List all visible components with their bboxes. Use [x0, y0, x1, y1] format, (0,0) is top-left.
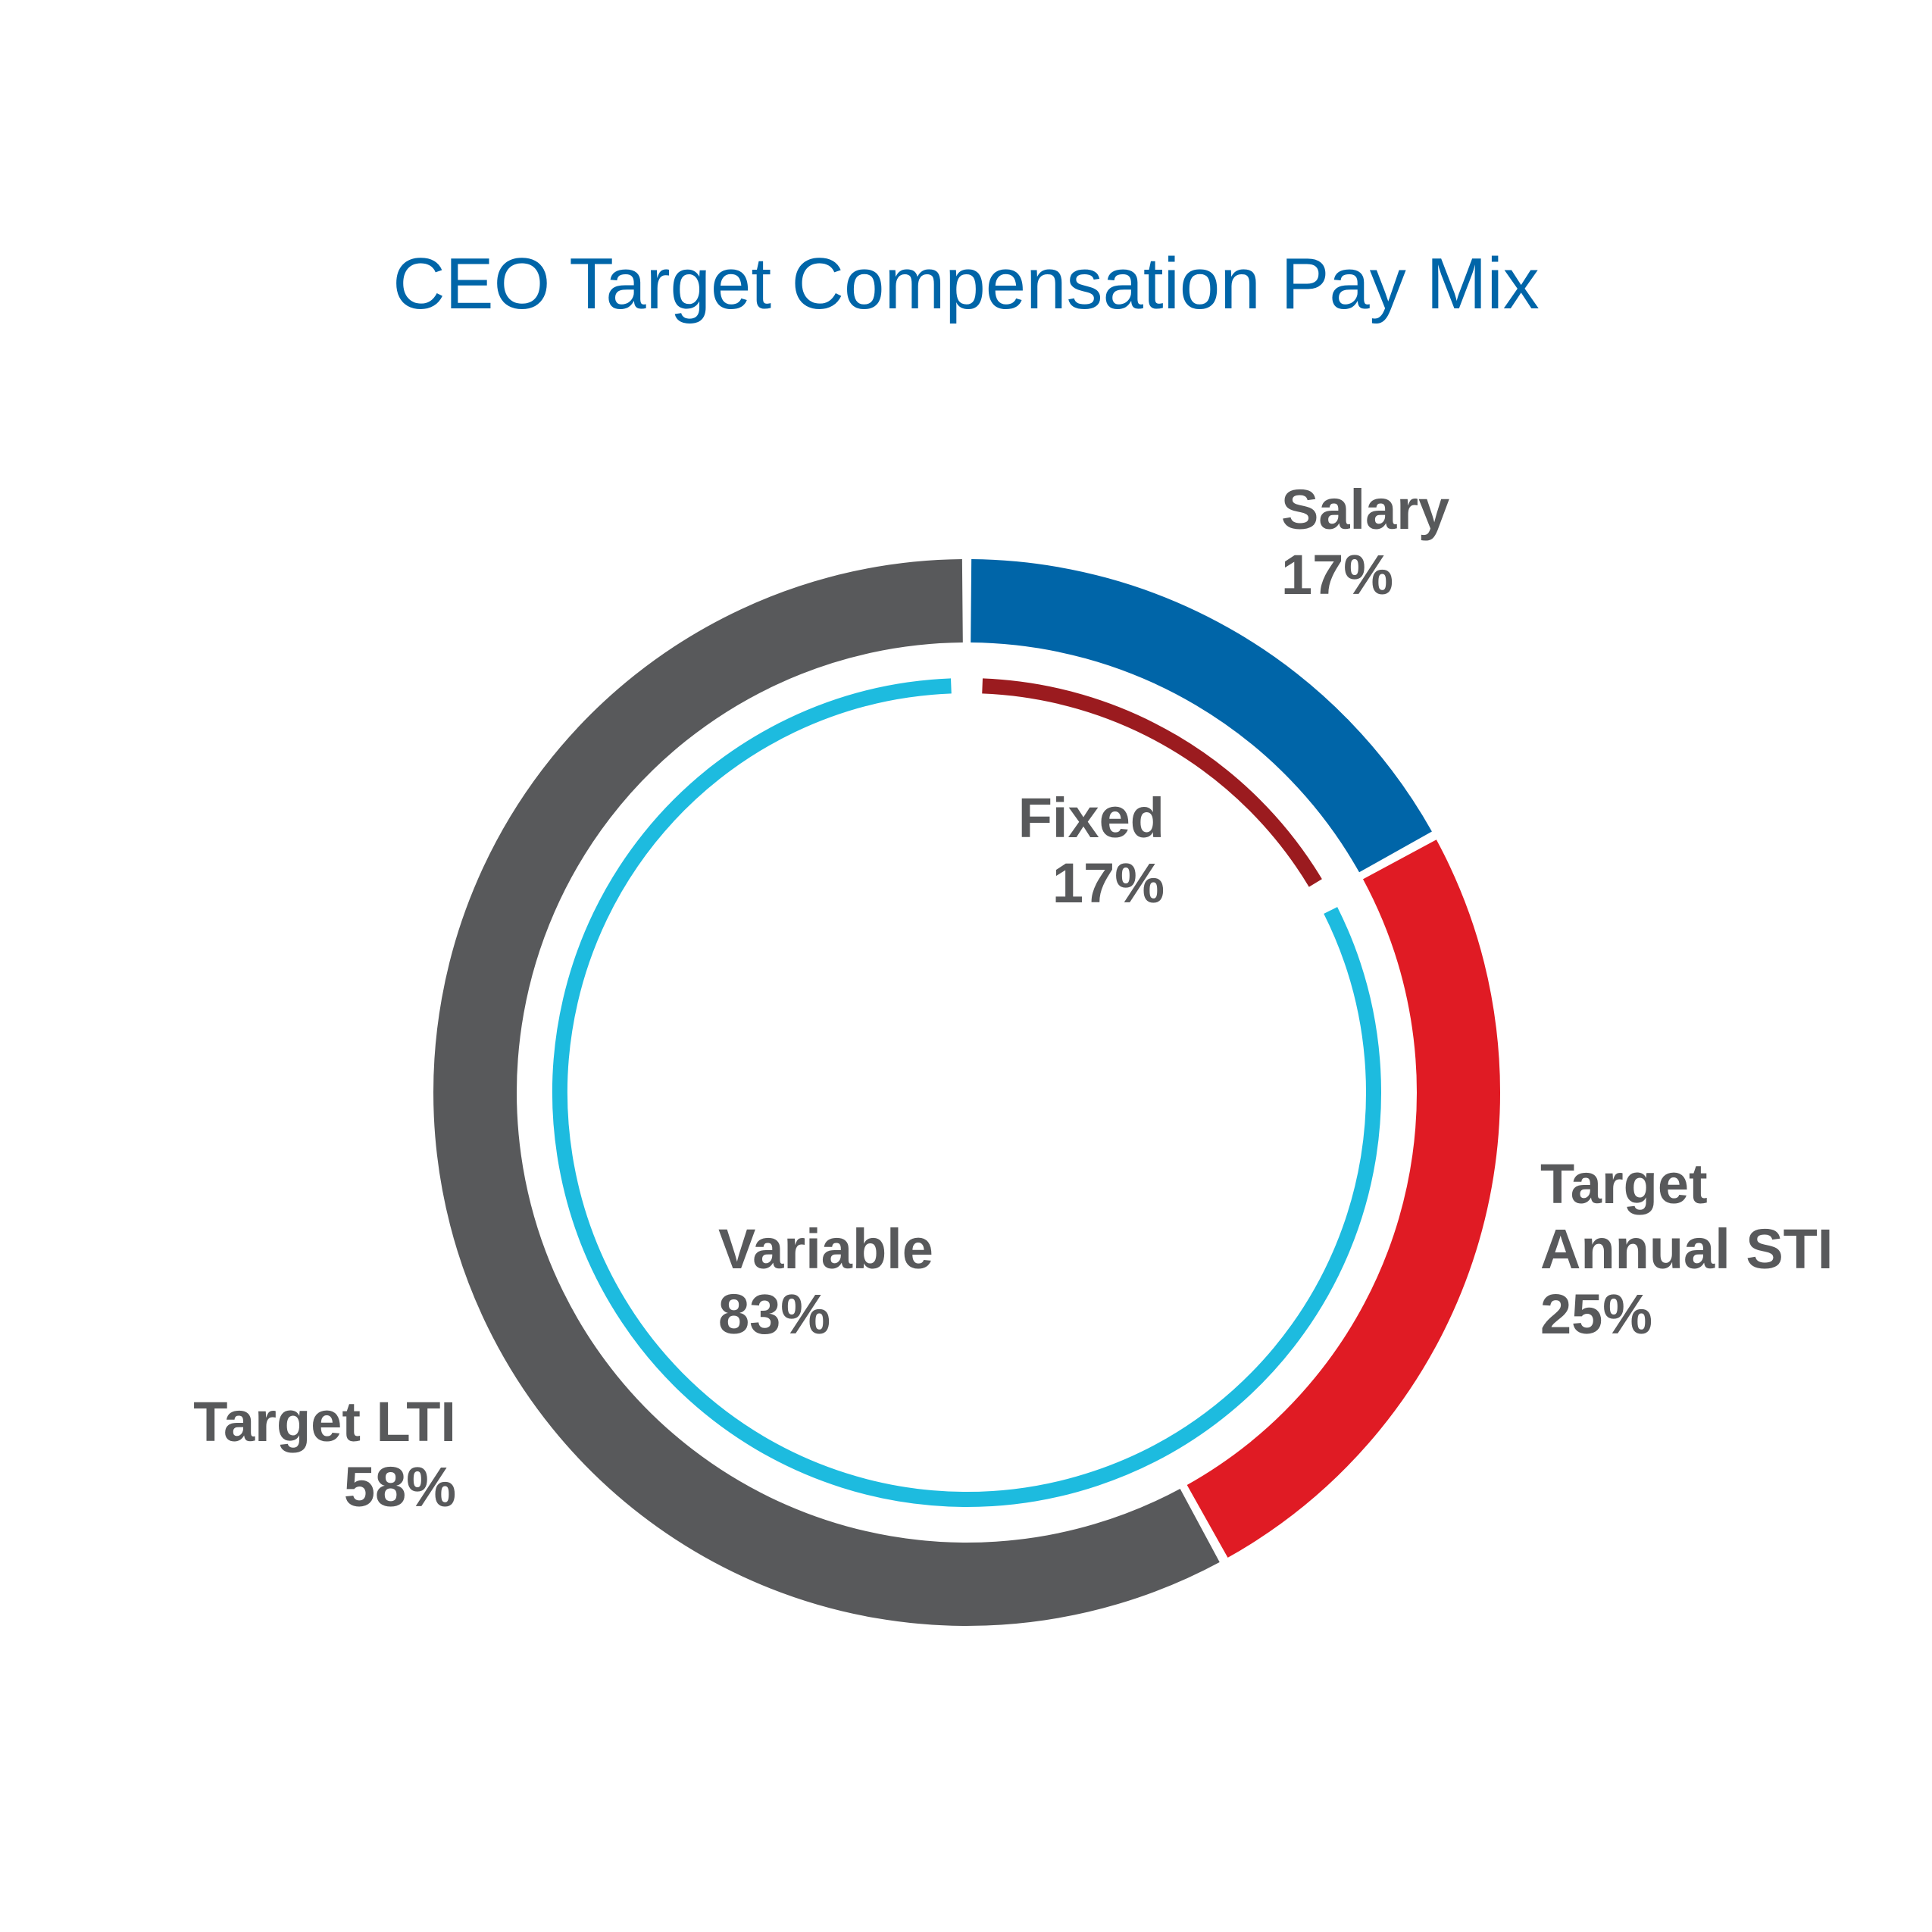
segment-value: 58% [343, 1455, 456, 1518]
segment-name: Variable [718, 1218, 933, 1280]
ring-segment [433, 559, 1220, 1626]
segment-label: Target Annual STI 25% [1540, 1152, 1843, 1347]
ring-segment [1186, 839, 1500, 1558]
segment-name: Target Annual STI [1540, 1152, 1834, 1280]
ring-segment [982, 678, 1322, 887]
segment-label: Target LTI 58% [193, 1390, 456, 1520]
segment-separator [1358, 831, 1437, 880]
segment-value: 17% [1052, 852, 1165, 914]
chart-title: CEO Target Compensation Pay Mix [392, 243, 1540, 324]
segment-name: Fixed [1018, 786, 1165, 849]
segment-value: 25% [1540, 1283, 1653, 1346]
segment-label: Salary 17% [1281, 477, 1449, 608]
ring-segment [552, 678, 1381, 1507]
segment-value: 17% [1281, 543, 1394, 606]
segment-separator [1180, 1483, 1228, 1563]
ring-segment [970, 559, 1432, 873]
segment-value: 83% [718, 1283, 831, 1346]
segment-name: Target LTI [193, 1390, 456, 1453]
segment-name: Salary [1281, 478, 1450, 541]
segment-label: Fixed 17% [1018, 786, 1165, 916]
segment-label: Variable 83% [718, 1217, 933, 1347]
